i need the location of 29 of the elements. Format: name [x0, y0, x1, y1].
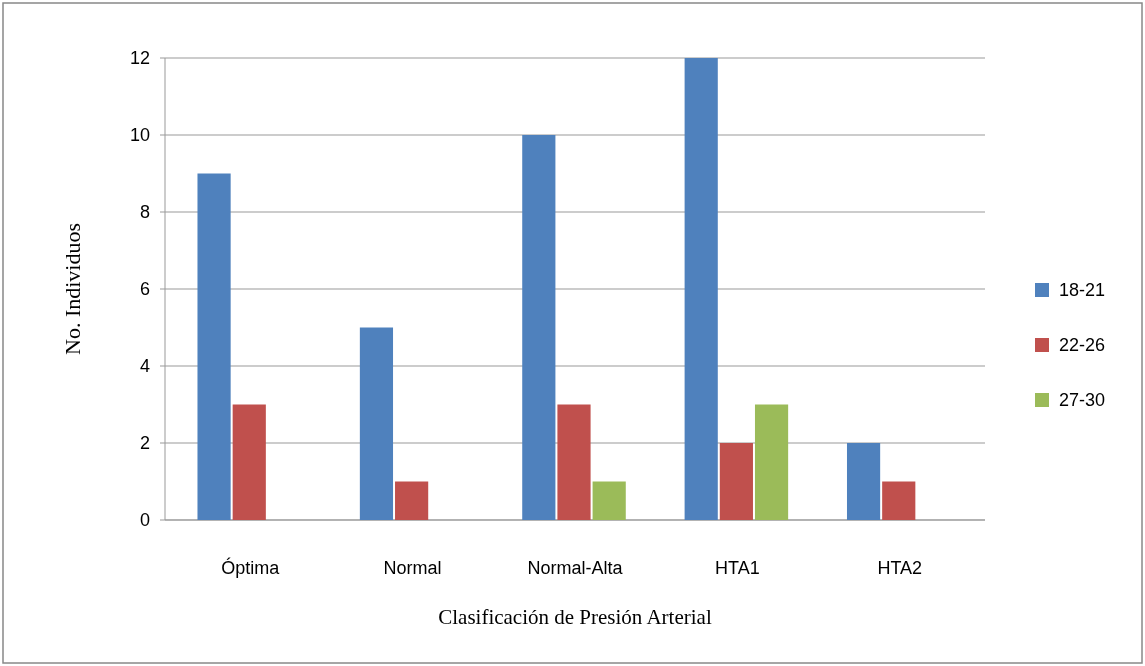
- y-axis-title: No. Individuos: [60, 223, 85, 355]
- bar: [754, 404, 789, 520]
- y-tick-label: 2: [139, 433, 150, 454]
- x-tick-label: Normal: [383, 558, 442, 578]
- x-tick-label: HTA2: [877, 558, 923, 578]
- bar: [359, 327, 394, 520]
- bar: [846, 443, 881, 520]
- bar: [719, 443, 753, 520]
- legend-label: 18-21: [1059, 280, 1106, 301]
- y-tick-label: 0: [139, 510, 150, 531]
- x-axis-title: Clasificación de Presión Arterial: [438, 605, 712, 629]
- legend-label: 27-30: [1059, 390, 1106, 411]
- bar: [592, 481, 626, 520]
- x-tick-label: Normal-Alta: [527, 558, 624, 578]
- y-tick-label: 8: [139, 202, 150, 223]
- bar: [882, 481, 916, 520]
- bar: [557, 404, 591, 520]
- bar: [522, 135, 556, 520]
- legend-label: 22-26: [1059, 335, 1106, 356]
- bar: [197, 173, 231, 520]
- bar: [395, 481, 429, 520]
- y-tick-label: 10: [129, 125, 150, 146]
- x-tick-label: Óptima: [221, 557, 281, 578]
- bar: [232, 404, 266, 520]
- y-tick-label: 12: [129, 48, 150, 69]
- y-tick-label: 4: [139, 356, 150, 377]
- y-tick-label: 6: [139, 279, 150, 300]
- bar: [684, 58, 718, 520]
- x-tick-label: HTA1: [715, 558, 760, 578]
